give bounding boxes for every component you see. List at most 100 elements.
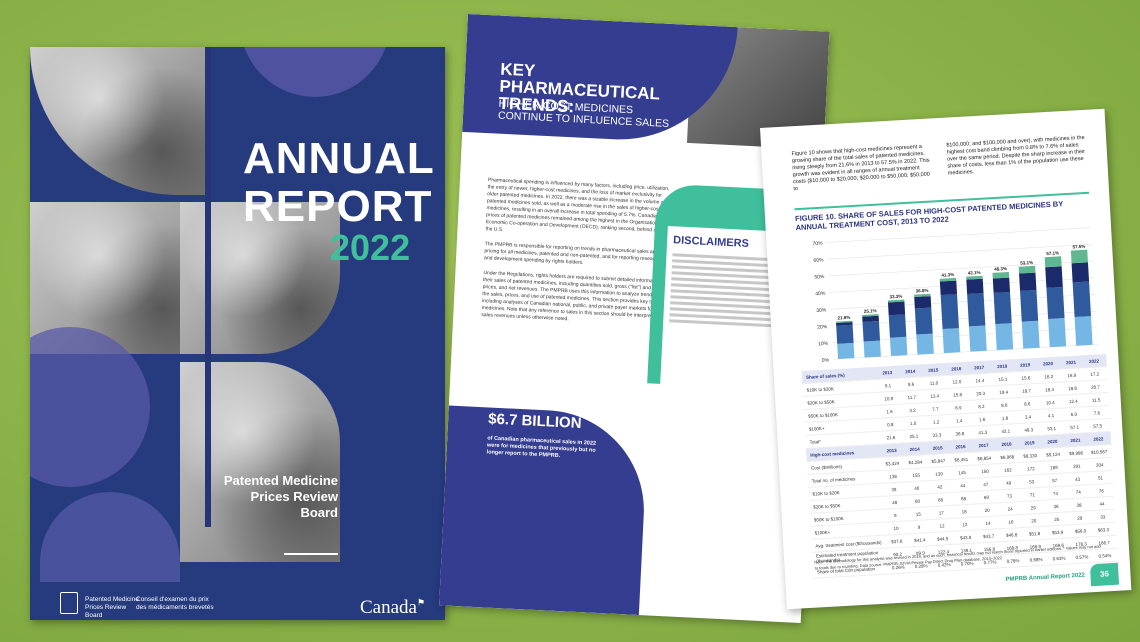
fed-id-en: Patented Medicine Prices Review Board <box>85 596 139 619</box>
bar-segment <box>992 277 1011 293</box>
body-paragraph: The PMPRB is responsible for reporting o… <box>483 241 660 266</box>
table-cell: 7.7 <box>932 405 939 412</box>
cover-top-decoration <box>240 47 390 97</box>
table-cell: 6.9 <box>955 404 962 411</box>
bar-segment <box>887 301 906 316</box>
table-cell: $56.0 <box>1074 527 1087 534</box>
table-cell: 11.5 <box>1091 396 1101 403</box>
table-cell: 14 <box>985 520 991 526</box>
table-cell: 57 <box>1051 477 1058 483</box>
table-cell: 16.9 <box>1067 372 1077 378</box>
table-cell: 1.0 <box>909 420 917 426</box>
table-cell: 3.4 <box>1024 413 1032 420</box>
stat-callout-band <box>439 405 649 616</box>
table-cell: 73 <box>1006 493 1013 499</box>
table-cell: 204 <box>1095 461 1104 468</box>
table-cell: 2020 <box>1047 438 1058 444</box>
bar-segment <box>940 294 959 330</box>
bar-segment <box>837 342 855 360</box>
body-paragraph: Under the Regulations, rights holders ar… <box>481 270 668 323</box>
table-cell: 11.0 <box>929 379 939 386</box>
bar-segment <box>835 320 853 323</box>
figure-page: Figure 10 shows that high-cost medicines… <box>760 108 1132 610</box>
gridline <box>827 244 1093 260</box>
row-label: $10K to $20K <box>812 489 840 497</box>
bar-segment <box>992 271 1010 279</box>
bar-segment <box>939 277 957 282</box>
row-label: Avg. treatment cost ($thousands) <box>815 539 882 549</box>
bar-segment <box>862 321 881 342</box>
table-cell: $51.8 <box>1028 530 1041 537</box>
table-cell: 1.4 <box>955 417 963 424</box>
bar-segment <box>914 293 931 297</box>
bar-segment <box>1020 289 1039 322</box>
table-cell: 2021 <box>1065 359 1077 365</box>
bar-segment <box>1045 266 1063 288</box>
table-cell: $9,986 <box>1069 449 1084 456</box>
bar-segment <box>862 315 879 322</box>
body-paragraph: Pharmaceutical spending is influenced by… <box>485 177 670 234</box>
table-cell: 12.4 <box>1068 398 1078 404</box>
table-cell: 44 <box>1099 500 1105 507</box>
table-cell: 8.2 <box>978 403 985 409</box>
page-number: 36 <box>1089 562 1120 587</box>
table-cell: 4.1 <box>1047 412 1055 418</box>
bar-segment <box>1071 262 1090 283</box>
bar-segment <box>966 278 984 295</box>
table-cell: $44.5 <box>936 535 949 542</box>
table-cell: 15.6 <box>953 391 963 398</box>
table-cell: $5,847 <box>931 457 946 464</box>
cover-rule <box>284 553 338 555</box>
table-cell: 1.8 <box>1001 415 1009 421</box>
table-cell: 2018 <box>1001 440 1012 447</box>
row-label: Share of sales (%) <box>805 372 845 380</box>
bar-total-label: 48.3% <box>994 266 1007 272</box>
table-cell: 2017 <box>978 442 989 448</box>
table-cell: 15.1 <box>998 376 1008 382</box>
table-cell: $9,124 <box>1046 451 1061 458</box>
cover-org-name: Patented Medicine Prices Review Board <box>223 473 338 520</box>
intro-text-right: $100,000; and $100,000 and over), with m… <box>946 134 1086 177</box>
stacked-bar-chart: 0% 10% 20% 30% 40% 50% 60% 70% 21.6% 25.1% 33.3% 36… <box>812 227 1098 364</box>
table-cell: 33 <box>1100 513 1106 520</box>
bar-segment <box>993 291 1012 325</box>
bar-segment <box>968 325 987 352</box>
table-cell: 36 <box>1053 503 1059 509</box>
table-cell: 76 <box>1098 487 1104 494</box>
bar-segment <box>1021 320 1040 349</box>
crest-icon <box>60 592 78 614</box>
table-cell: 162 <box>1004 466 1012 473</box>
table-cell: 139 <box>935 470 943 477</box>
table-cell: $37.6 <box>890 538 903 544</box>
table-cell: 44 <box>960 482 966 488</box>
table-cell: 20 <box>1031 517 1037 523</box>
table-cell: 2020 <box>1042 360 1054 367</box>
table-cell: 12 <box>939 522 945 529</box>
table-cell: 1.6 <box>886 408 893 414</box>
table-cell: 41.3 <box>978 429 988 435</box>
row-label: $100K+ <box>808 425 825 432</box>
bar-total-label: 57.1% <box>1046 250 1059 256</box>
table-cell: 136 <box>889 473 898 479</box>
table-cell: 53 <box>1028 478 1035 485</box>
row-label: $20K to $50K <box>807 398 835 406</box>
table-cell: 38 <box>1076 502 1082 508</box>
table-cell: 14.4 <box>975 377 985 383</box>
table-cell: 2018 <box>997 363 1008 369</box>
bar-segment <box>967 293 986 327</box>
table-cell: 12 <box>962 521 968 527</box>
bar-segment <box>914 307 933 335</box>
y-tick-label: 40% <box>815 291 826 298</box>
table-cell: 2021 <box>1070 437 1081 443</box>
table-cell: $6,451 <box>954 456 969 463</box>
table-cell: 2015 <box>932 444 943 451</box>
cover-photo-outdoor <box>180 362 340 562</box>
table-cell: 1.2 <box>932 418 940 425</box>
row-label: $20K to $50K <box>813 502 841 510</box>
table-cell: 74 <box>1075 489 1081 495</box>
table-cell: 20.3 <box>976 390 986 396</box>
row-label: Total* <box>809 438 821 445</box>
cover-title: ANNUAL REPORT <box>243 134 435 231</box>
y-tick-label: 10% <box>818 341 829 348</box>
table-cell: $43.9 <box>959 534 972 540</box>
